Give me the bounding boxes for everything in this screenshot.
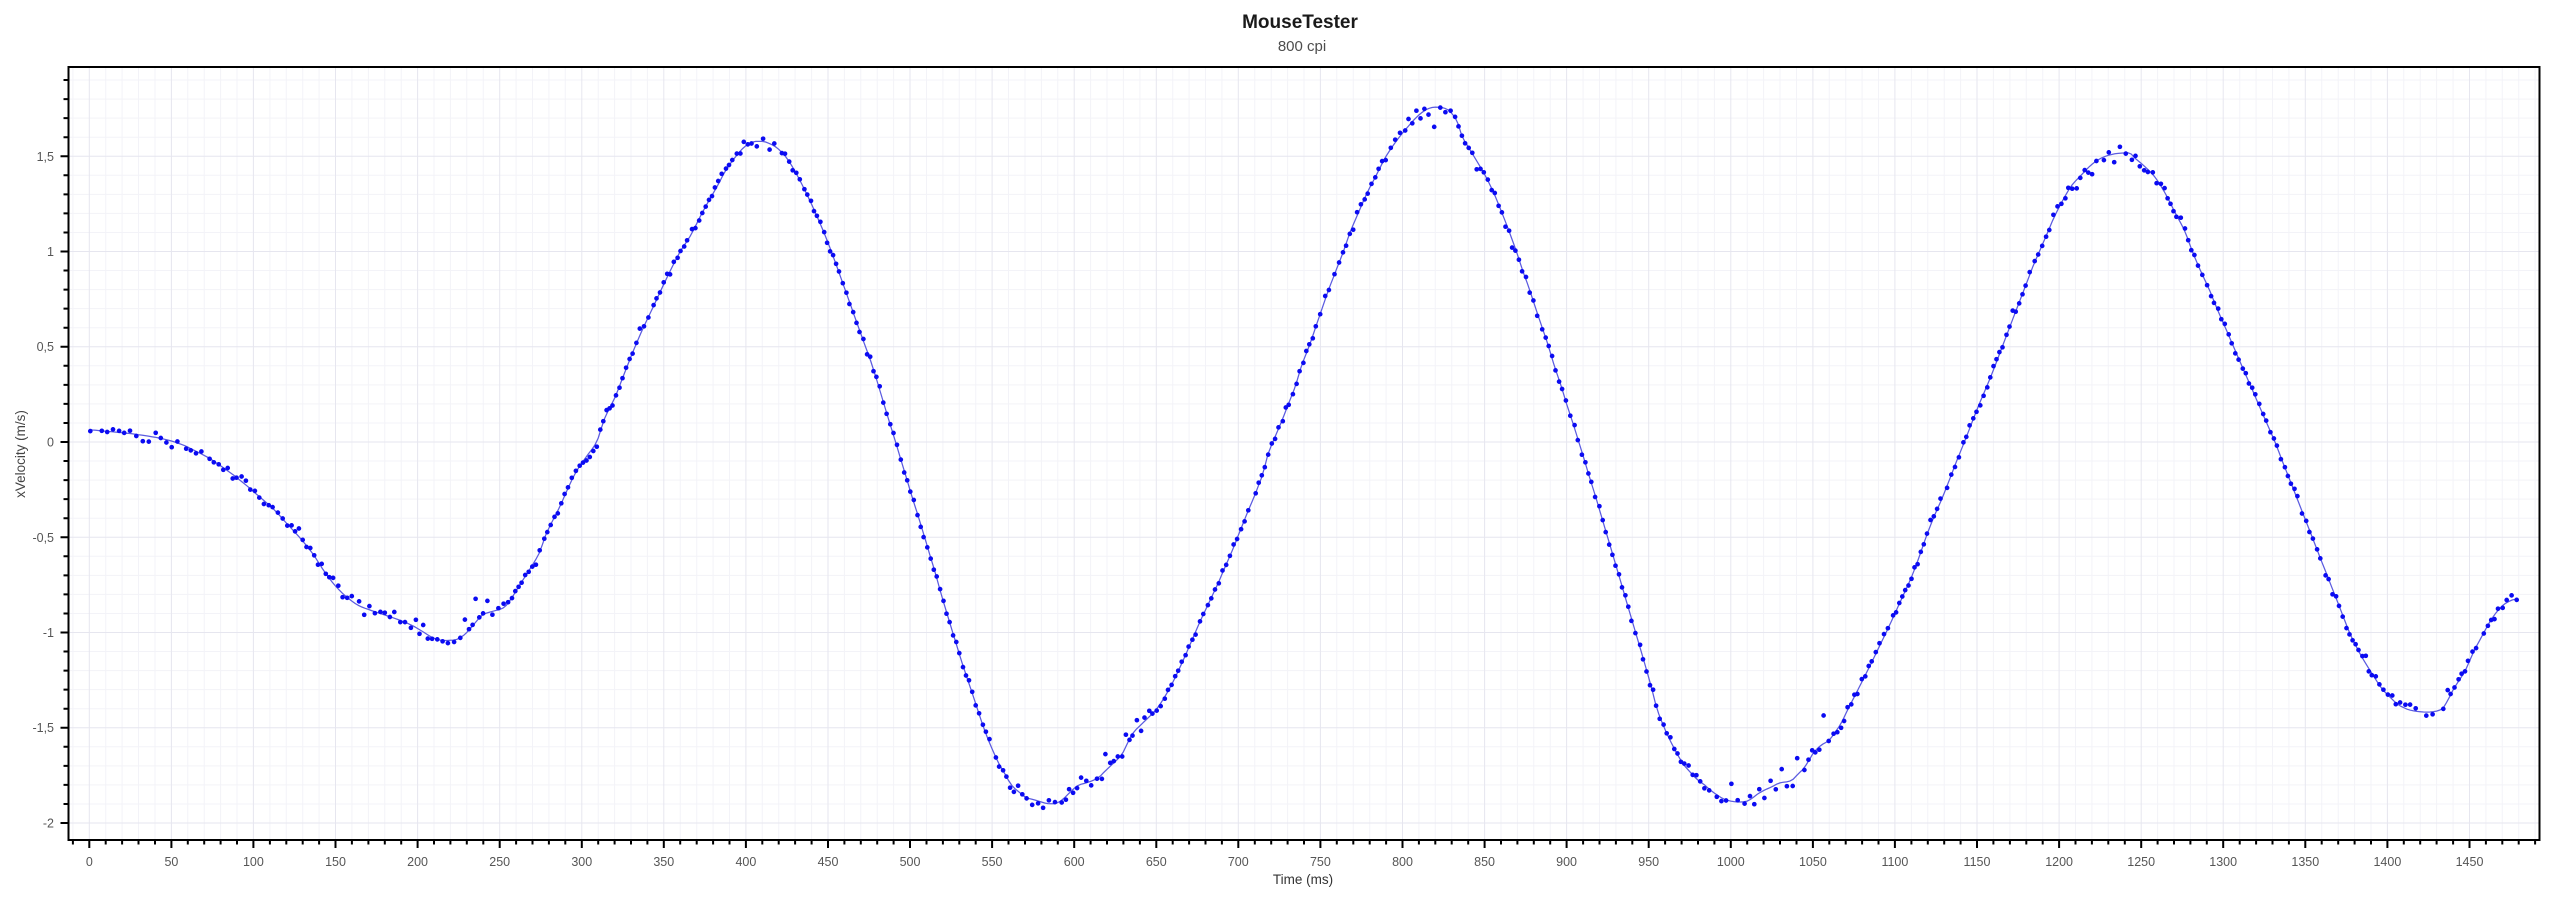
svg-text:Time (ms): Time (ms) (1273, 872, 1333, 887)
svg-text:1250: 1250 (2127, 855, 2155, 869)
svg-text:550: 550 (982, 855, 1003, 869)
svg-text:1300: 1300 (2209, 855, 2237, 869)
svg-text:-0,5: -0,5 (32, 531, 54, 545)
svg-text:650: 650 (1146, 855, 1167, 869)
svg-text:0: 0 (47, 436, 54, 450)
svg-text:450: 450 (818, 855, 839, 869)
svg-text:-2: -2 (43, 817, 54, 831)
svg-text:900: 900 (1556, 855, 1577, 869)
svg-text:1050: 1050 (1799, 855, 1827, 869)
svg-text:1350: 1350 (2291, 855, 2319, 869)
svg-text:350: 350 (653, 855, 674, 869)
svg-text:150: 150 (325, 855, 346, 869)
svg-text:0: 0 (86, 855, 93, 869)
svg-text:1400: 1400 (2373, 855, 2401, 869)
svg-text:1200: 1200 (2045, 855, 2073, 869)
svg-text:750: 750 (1310, 855, 1331, 869)
svg-text:500: 500 (900, 855, 921, 869)
svg-text:xVelocity (m/s): xVelocity (m/s) (13, 410, 28, 498)
svg-text:1100: 1100 (1881, 855, 1908, 869)
svg-text:800 cpi: 800 cpi (1278, 38, 1326, 55)
svg-text:700: 700 (1228, 855, 1249, 869)
svg-text:0,5: 0,5 (37, 340, 54, 354)
svg-text:800: 800 (1392, 855, 1413, 869)
svg-text:250: 250 (489, 855, 510, 869)
svg-text:-1: -1 (43, 626, 54, 640)
svg-text:50: 50 (164, 855, 178, 869)
svg-text:200: 200 (407, 855, 428, 869)
svg-text:400: 400 (735, 855, 756, 869)
svg-text:950: 950 (1638, 855, 1659, 869)
svg-text:1,5: 1,5 (37, 150, 54, 164)
svg-text:100: 100 (243, 855, 264, 869)
svg-text:600: 600 (1064, 855, 1085, 869)
svg-text:MouseTester: MouseTester (1242, 12, 1358, 33)
svg-text:850: 850 (1474, 855, 1495, 869)
svg-text:300: 300 (571, 855, 592, 869)
svg-text:1: 1 (47, 245, 54, 259)
svg-text:-1,5: -1,5 (32, 721, 54, 735)
svg-text:1000: 1000 (1717, 855, 1745, 869)
svg-text:1450: 1450 (2456, 855, 2484, 869)
svg-text:1150: 1150 (1964, 855, 1991, 869)
